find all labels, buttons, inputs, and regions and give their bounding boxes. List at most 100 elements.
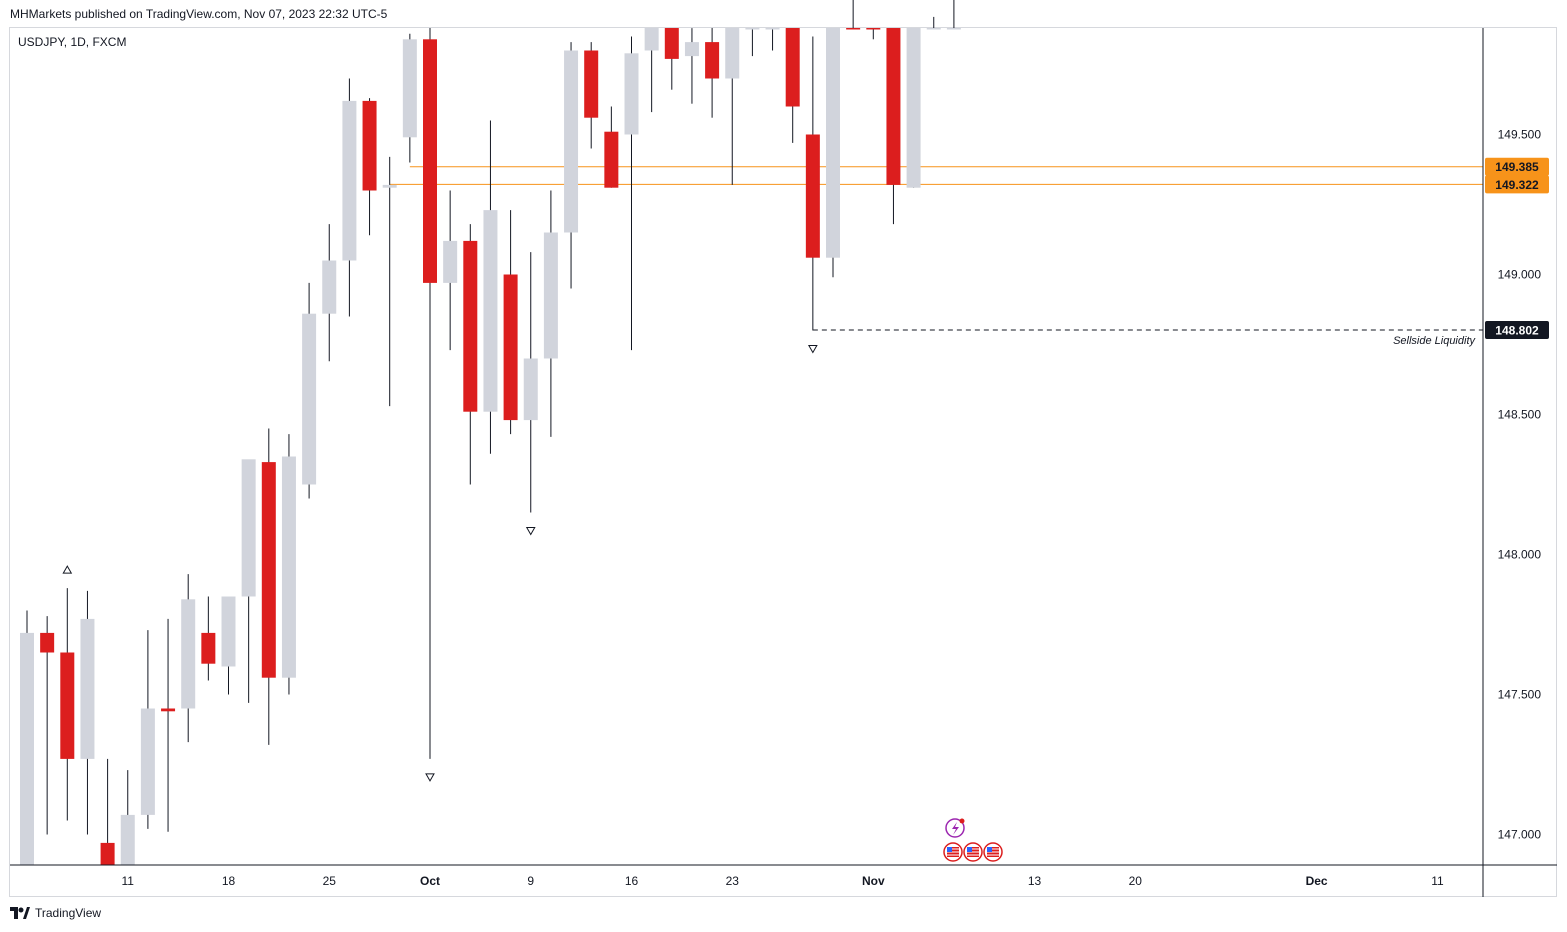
candle <box>886 28 901 225</box>
candle-body <box>785 28 800 107</box>
candle-body <box>241 459 256 597</box>
x-tick-label: 25 <box>323 874 337 888</box>
candle-body <box>584 50 599 118</box>
candle <box>826 28 840 278</box>
publish-info: MHMarkets published on TradingView.com, … <box>10 7 388 21</box>
candle-body <box>644 28 659 51</box>
candle-body <box>765 28 780 30</box>
x-tick-label: 13 <box>1028 874 1042 888</box>
candle <box>846 0 861 30</box>
candle <box>523 252 538 513</box>
candle <box>221 596 236 695</box>
candle-body <box>866 28 881 30</box>
footer-brand-label: TradingView <box>35 906 102 920</box>
candle-body <box>745 28 760 30</box>
price-tag: 148.802 <box>1485 320 1549 339</box>
candle-body <box>281 456 296 678</box>
candle-body <box>181 599 196 709</box>
flag-canton <box>987 847 992 852</box>
us-flag-icon <box>963 842 983 862</box>
x-tick-label: 18 <box>222 874 236 888</box>
fractal-down-icon <box>425 773 435 782</box>
candle-body <box>624 53 639 135</box>
y-tick-label: 148.000 <box>1498 548 1542 562</box>
candle <box>120 770 135 865</box>
candle-body <box>826 28 840 258</box>
price-tag-value: 149.385 <box>1495 160 1539 174</box>
candle <box>261 428 276 745</box>
x-tick-label: 11 <box>1431 874 1444 888</box>
candle <box>946 0 961 30</box>
candle <box>564 42 579 289</box>
x-tick-label: Nov <box>862 874 885 888</box>
y-tick-label: 149.500 <box>1498 128 1542 142</box>
candle <box>765 28 780 51</box>
price-tag-bg <box>1485 320 1549 339</box>
candle <box>362 98 377 236</box>
candle <box>241 459 256 703</box>
candle <box>60 588 75 821</box>
flash-dot <box>959 818 965 824</box>
x-tick-label: Oct <box>420 874 440 888</box>
candle-body <box>705 42 720 79</box>
chart-frame[interactable] <box>9 27 1557 897</box>
candle <box>281 434 296 695</box>
candle-body <box>302 313 317 485</box>
candle <box>664 28 679 90</box>
x-tick-label: 23 <box>726 874 740 888</box>
candle <box>483 120 498 454</box>
candle <box>322 224 337 362</box>
x-tick-label: 11 <box>122 874 135 888</box>
candle-body <box>382 184 397 188</box>
candle-body <box>60 652 75 759</box>
candle-body <box>221 596 236 667</box>
footer-brand[interactable]: TradingView <box>10 906 101 920</box>
x-tick-label: Dec <box>1306 874 1328 888</box>
candle-body <box>604 131 619 188</box>
candle <box>342 78 357 317</box>
axis-layer: 147.000 147.500 148.000 148.500 149.000 149.5… <box>10 0 1557 897</box>
y-tick-label: 147.000 <box>1498 828 1542 842</box>
y-tick-label: 147.500 <box>1498 688 1542 702</box>
candle <box>644 28 659 113</box>
candle-body <box>664 28 679 59</box>
fractal-down-icon <box>525 527 536 536</box>
candle <box>40 616 55 835</box>
candle <box>926 16 941 30</box>
candlestick-chart[interactable]: USDJPY, 1D, FXCM Buyside LiquiditySIBI P… <box>0 0 1567 900</box>
candle <box>866 28 881 40</box>
candle-body <box>886 28 901 185</box>
candle-body <box>120 814 135 865</box>
price-tag: 149.385 <box>1485 157 1549 176</box>
candle-body <box>201 632 216 664</box>
candle <box>463 224 478 485</box>
candle-body <box>100 842 115 865</box>
candle-body <box>362 100 377 191</box>
candle <box>382 156 397 407</box>
flash-bolt <box>952 822 959 835</box>
candle-body <box>483 210 498 412</box>
candle <box>402 33 417 163</box>
candle <box>161 618 176 832</box>
y-tick-label: 150.000 <box>1498 0 1542 2</box>
candle <box>906 28 921 188</box>
flag-canton <box>967 847 972 852</box>
candle <box>624 36 639 351</box>
candle <box>181 574 196 743</box>
candle <box>423 28 437 759</box>
price-tags-layer: 151.723150.661150.518150.48018:27:43149.… <box>1485 157 1549 339</box>
candle <box>543 190 558 437</box>
candle-body <box>503 274 518 421</box>
candle-body <box>261 462 276 678</box>
events-layer[interactable] <box>943 818 1003 862</box>
candle-body <box>402 39 417 138</box>
candle-body <box>926 28 941 30</box>
price-tag: 149.322 <box>1485 175 1549 194</box>
candle <box>20 610 34 865</box>
candle-body <box>322 260 337 314</box>
flash-event-icon <box>945 818 965 838</box>
candle <box>100 758 115 865</box>
candle <box>725 28 740 185</box>
candle-body <box>40 632 55 653</box>
candle <box>302 282 317 499</box>
